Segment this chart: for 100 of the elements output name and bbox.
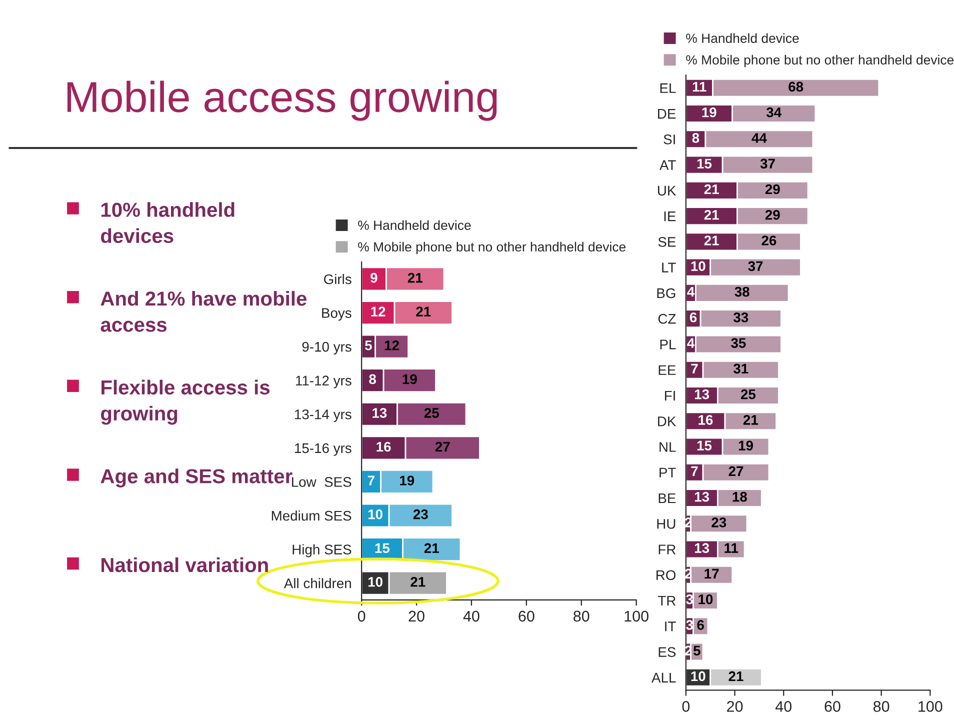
- data-label: 12: [371, 306, 386, 316]
- y-tick-label: High SES: [292, 544, 352, 558]
- y-tick-label: 13-14 yrs: [295, 409, 352, 422]
- x-tick-label: 0: [682, 701, 690, 712]
- bar: [690, 565, 734, 584]
- data-label: 23: [413, 509, 428, 520]
- data-label: 23: [712, 518, 726, 528]
- y-tick-label: 9-10 yrs: [302, 342, 352, 354]
- data-label: 18: [732, 492, 747, 502]
- data-label: 10: [368, 576, 382, 587]
- legend-label: % Mobile phone but no other handheld device: [686, 54, 954, 68]
- y-tick-label: BE: [658, 493, 676, 504]
- data-label: 26: [762, 236, 776, 246]
- y-tick-label: EE: [658, 365, 676, 375]
- data-label: 7: [368, 476, 374, 486]
- data-label: 6: [690, 312, 697, 322]
- data-label: 13: [694, 492, 710, 502]
- y-tick-label: ALL: [652, 672, 676, 682]
- data-label: 11: [692, 82, 706, 92]
- y-tick-label: SI: [664, 134, 675, 144]
- data-label: 29: [765, 210, 780, 220]
- data-label: 19: [400, 476, 414, 486]
- data-label: 10: [691, 261, 706, 272]
- text: National variation: [102, 557, 268, 572]
- legend-label: % Mobile phone but no other handheld device: [358, 242, 626, 254]
- data-label: 35: [731, 338, 746, 348]
- data-label: 7: [691, 466, 698, 476]
- data-label: 16: [376, 442, 391, 452]
- data-label: 13: [372, 408, 387, 418]
- y-tick-label: SE: [658, 237, 676, 247]
- data-label: 27: [435, 442, 450, 452]
- data-label: 10: [368, 509, 382, 520]
- data-label: 8: [369, 374, 376, 384]
- data-label: 3: [686, 594, 693, 604]
- data-label: 15: [697, 158, 712, 169]
- data-label: 21: [743, 415, 758, 425]
- data-label: 21: [728, 671, 744, 682]
- data-label: 21: [408, 272, 422, 283]
- data-label: 33: [733, 312, 748, 322]
- data-label: 5: [365, 340, 372, 350]
- text: And 21% have mobile access: [100, 290, 307, 332]
- y-tick-label: ES: [658, 647, 676, 657]
- y-tick-label: PL: [660, 340, 676, 350]
- y-tick-label: BG: [657, 288, 676, 298]
- data-label: 19: [738, 440, 753, 450]
- data-label: 3: [686, 620, 693, 630]
- y-tick-label: LT: [662, 262, 676, 272]
- data-label: 27: [728, 466, 744, 476]
- data-label: 12: [384, 340, 399, 350]
- y-tick-label: DE: [658, 109, 676, 119]
- y-tick-label: AT: [660, 160, 676, 170]
- x-tick-label: 100: [624, 610, 648, 622]
- y-tick-label: Low SES: [292, 477, 352, 487]
- data-label: 31: [733, 364, 748, 374]
- data-label: 21: [416, 306, 431, 316]
- legend-label: % Handheld device: [358, 220, 471, 230]
- data-label: 8: [692, 133, 700, 143]
- data-label: 68: [788, 82, 804, 92]
- y-tick-label: RO: [656, 570, 676, 580]
- text: Age and SES matter: [100, 468, 292, 488]
- data-label: 4: [687, 338, 695, 348]
- x-tick-label: 60: [518, 610, 534, 622]
- data-label: 5: [693, 646, 700, 656]
- data-label: 10: [698, 594, 713, 604]
- x-tick-label: 20: [727, 701, 743, 712]
- data-label: 34: [766, 107, 782, 118]
- data-label: 21: [410, 576, 426, 587]
- data-label: 17: [704, 568, 719, 578]
- bar: [690, 514, 748, 534]
- data-label: 19: [702, 107, 716, 118]
- y-tick-label: UK: [658, 186, 676, 196]
- data-label: 21: [424, 543, 439, 553]
- data-label: 4: [687, 286, 695, 297]
- data-label: 29: [765, 184, 780, 194]
- y-tick-label: Medium SES: [272, 510, 352, 521]
- data-label: 10: [691, 671, 706, 682]
- data-label: 37: [748, 261, 763, 272]
- x-tick-label: 80: [873, 701, 890, 712]
- data-label: 37: [760, 158, 775, 169]
- y-tick-label: PT: [660, 468, 676, 478]
- y-tick-label: CZ: [658, 314, 676, 324]
- x-tick-label: 40: [775, 701, 792, 712]
- x-tick-label: 80: [574, 610, 590, 622]
- y-tick-label: NL: [660, 442, 676, 452]
- y-tick-label: 15-16 yrs: [295, 443, 352, 456]
- chart-title: Mobile access growing: [67, 80, 497, 121]
- data-label: 11: [724, 543, 738, 553]
- data-label: 44: [752, 133, 767, 143]
- x-tick-label: 0: [358, 610, 366, 622]
- text: 10% handheld devices: [101, 202, 234, 244]
- y-tick-label: All children: [284, 578, 351, 588]
- data-label: 21: [704, 210, 719, 220]
- legend-label: % Handheld device: [686, 33, 799, 43]
- data-label: 21: [704, 236, 719, 246]
- data-label: 21: [704, 184, 719, 194]
- data-label: 25: [424, 408, 439, 418]
- y-tick-label: IE: [664, 212, 676, 222]
- data-label: 38: [734, 286, 750, 297]
- x-tick-label: 40: [463, 610, 480, 622]
- y-tick-label: EL: [660, 83, 676, 93]
